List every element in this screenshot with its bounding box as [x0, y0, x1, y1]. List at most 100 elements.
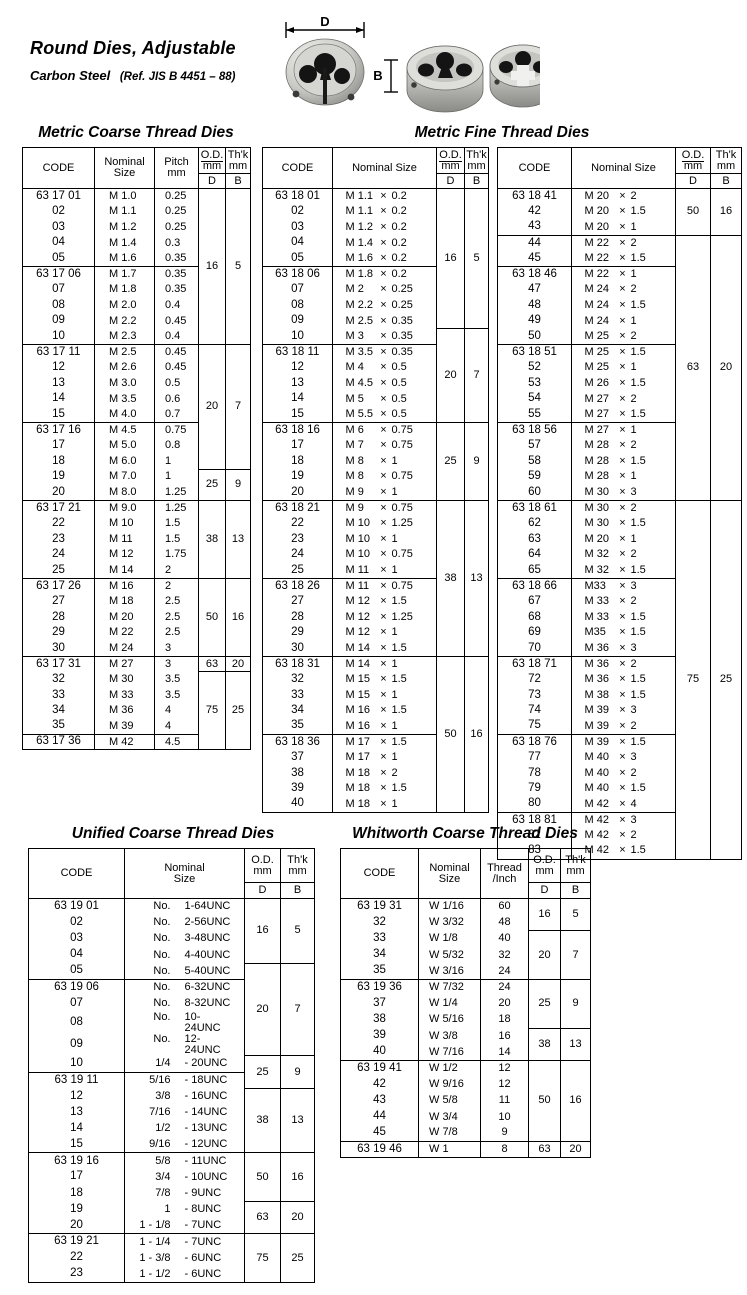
nominal-size-value: M 11 × 0.75: [332, 577, 437, 594]
code-value: 63 18 76: [497, 733, 572, 750]
table-row: 32 M 30 3.5 75 25: [22, 671, 251, 751]
table-row: 63 18 11 M 3.5 × 0.35: [262, 343, 489, 361]
nominal-size-value: M 1.2: [94, 219, 155, 236]
table-row: 38 M 18 × 2: [262, 765, 489, 782]
header-d: D: [446, 174, 455, 187]
code-value: 57: [497, 438, 572, 454]
table-row: 63 18 66 M33 × 3: [497, 577, 742, 594]
header-thread-per-inch: Thread/Inch: [480, 848, 529, 899]
table-row: 05 M 1.6 0.35: [22, 250, 251, 267]
nominal-size-value: No. 5-40UNC: [124, 963, 245, 980]
nominal-size-value: M 24 × 1: [571, 313, 676, 329]
table-row: 07 M 2 × 0.25: [262, 282, 489, 298]
table-row: 74 M 39 × 3: [497, 703, 742, 719]
table-row: 14 1/2- 13UNC: [28, 1120, 315, 1137]
nominal-size-value: 1 - 3/8- 6UNC: [124, 1250, 245, 1267]
nominal-size-value: No. 6-32UNC: [124, 978, 245, 996]
code-value: 27: [22, 593, 95, 610]
nominal-size-value: M 27 × 1: [571, 421, 676, 438]
thread-per-inch-value: 24: [480, 963, 529, 980]
nominal-size-value: M 33: [94, 687, 155, 704]
pitch-value: 0.4: [154, 297, 199, 314]
table-row: 42 W 9/16 12: [340, 1076, 591, 1093]
code-value: 23: [28, 1266, 125, 1283]
code-value: 42: [497, 204, 572, 220]
table-row: 63 18 21 M 9 × 0.75 38 13: [262, 499, 489, 657]
code-value: 47: [497, 282, 572, 298]
table-row: 32 W 3/32 48: [340, 914, 591, 931]
pitch-value: 0.25: [154, 204, 199, 220]
table-row: 63 17 01 M 1.0 0.25 16 5: [22, 188, 251, 345]
od-value: 20: [198, 343, 226, 470]
nominal-size-value: M 10: [94, 515, 155, 532]
nominal-size-value: M 2.5: [94, 343, 155, 361]
nominal-size-value: W 1/16: [418, 897, 481, 915]
table-row: 29 M 22 2.5: [22, 625, 251, 641]
nominal-size-value: M 14 × 1: [332, 655, 437, 672]
header-d: D: [540, 884, 549, 896]
code-value: 69: [497, 625, 572, 641]
code-value: 63 18 01: [262, 188, 333, 205]
nominal-size-value: M 28 × 2: [571, 438, 676, 454]
nominal-size-value: 5/8- 11UNC: [124, 1152, 245, 1170]
pitch-value: 1: [154, 453, 199, 470]
code-value: 63 17 31: [22, 655, 95, 672]
thread-per-inch-value: 48: [480, 914, 529, 931]
table-row: 04 No. 4-40UNC: [28, 947, 315, 964]
thk-value: 16: [280, 1152, 315, 1202]
code-value: 23: [22, 531, 95, 548]
thread-per-inch-value: 9: [480, 1125, 529, 1142]
code-value: 50: [497, 328, 572, 345]
table-row: 44 W 3/4 10: [340, 1108, 591, 1126]
table-row: 63 17 21 M 9.0 1.25 38 13: [22, 499, 251, 579]
code-value: 13: [262, 375, 333, 392]
table-row: 63 19 16 5/8- 11UNC 50 16: [28, 1152, 315, 1202]
code-value: 80: [497, 796, 572, 813]
thk-value: 5: [225, 188, 251, 345]
pitch-value: 0.8: [154, 438, 199, 454]
thk-value: 9: [225, 468, 251, 501]
nominal-size-value: M 9 × 0.75: [332, 499, 437, 516]
table-row: 10 M 2.3 0.4: [22, 328, 251, 345]
nominal-size-value: M 11 × 1: [332, 562, 437, 579]
nominal-size-value: M 39 × 1.5: [571, 733, 676, 750]
table-row: 03 M 1.2 × 0.2: [262, 219, 489, 236]
pitch-value: 2.5: [154, 609, 199, 626]
thread-per-inch-value: 14: [480, 1044, 529, 1061]
table-row: 09 M 2.2 0.45: [22, 313, 251, 329]
code-value: 03: [262, 219, 333, 236]
table-row: 15 M 4.0 0.7: [22, 406, 251, 423]
table-row: 04 M 1.4 × 0.2: [262, 235, 489, 251]
od-value: 38: [198, 499, 226, 579]
table-row: 63 M 20 × 1: [497, 531, 742, 548]
table-row: 58 M 28 × 1.5: [497, 453, 742, 470]
header-b: B: [464, 173, 489, 189]
nominal-size-value: M 36: [94, 703, 155, 719]
nominal-size-value: W 7/8: [418, 1125, 481, 1142]
thk-value: 16: [560, 1059, 591, 1142]
od-value: 25: [244, 1055, 281, 1089]
nominal-size-value: M 4.0: [94, 406, 155, 423]
header-code: CODE: [497, 147, 572, 189]
table-row: 55 M 27 × 1.5: [497, 406, 742, 423]
nominal-size-value: M 33 × 2: [571, 593, 676, 610]
nominal-size-value: W 7/16: [418, 1044, 481, 1061]
table-row: 30 M 14 × 1.5: [262, 640, 489, 657]
pitch-value: 1.25: [154, 484, 199, 501]
thread-per-inch-value: 18: [480, 1011, 529, 1028]
table-row: 08 M 2.0 0.4: [22, 297, 251, 314]
nominal-size-value: No. 12-24UNC: [124, 1033, 245, 1056]
nominal-size-value: M 32 × 2: [571, 547, 676, 563]
nominal-size-value: M 7 × 0.75: [332, 438, 437, 454]
thk-value: 16: [225, 577, 251, 657]
pitch-value: 0.35: [154, 250, 199, 267]
nominal-size-value: M 28 × 1: [571, 469, 676, 485]
table-row: 34 M 16 × 1.5: [262, 703, 489, 719]
nominal-size-value: M 7.0: [94, 469, 155, 485]
code-value: 19: [22, 469, 95, 485]
code-value: 59: [497, 469, 572, 485]
code-value: 63 18 61: [497, 499, 572, 516]
code-value: 18: [28, 1185, 125, 1202]
